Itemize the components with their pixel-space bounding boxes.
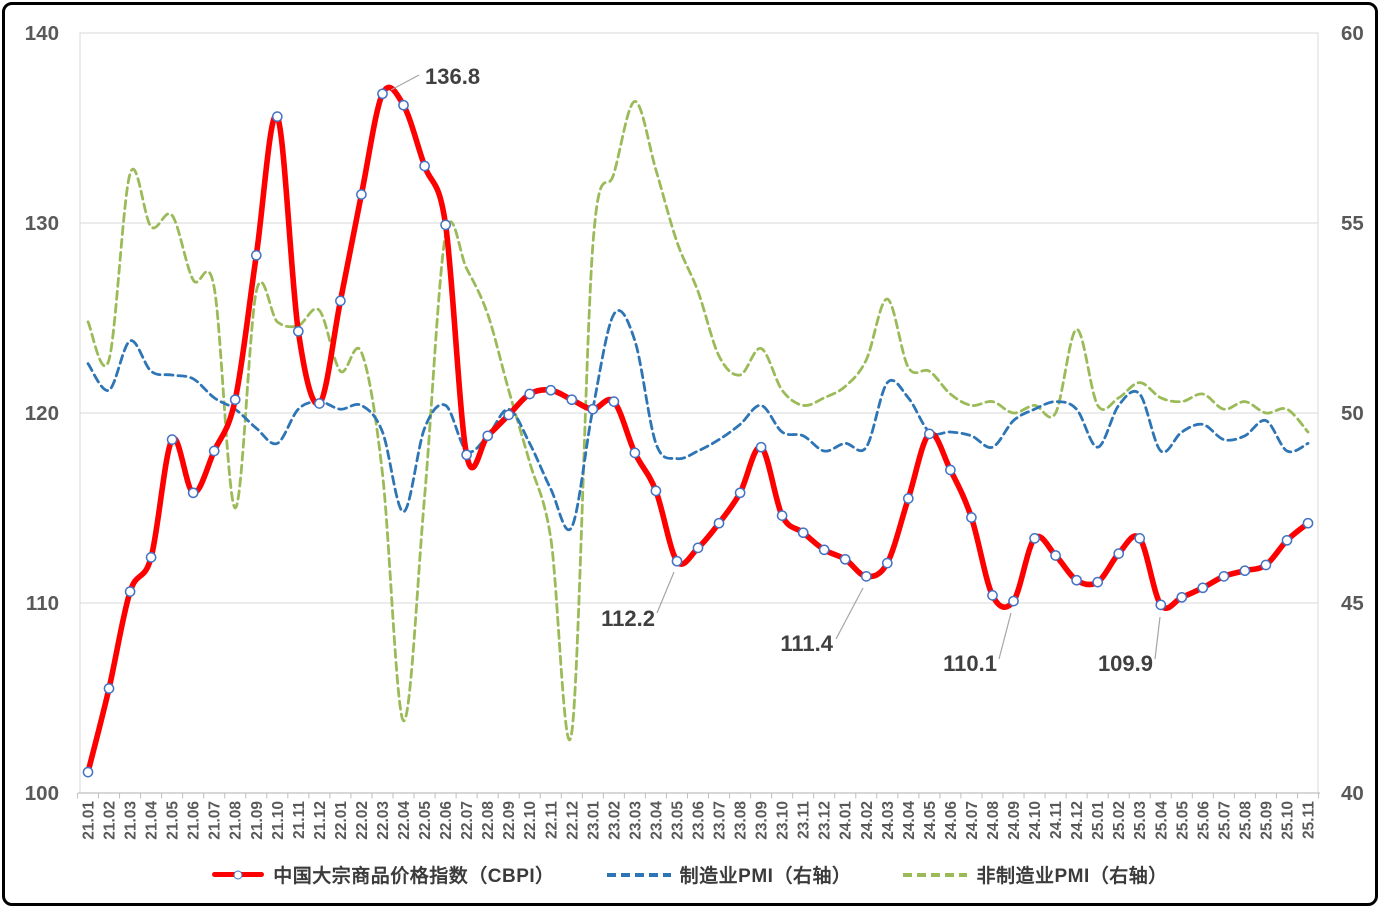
svg-text:21.08: 21.08 — [228, 801, 245, 840]
svg-text:25.06: 25.06 — [1195, 801, 1212, 840]
cbpi-point-markers — [82, 88, 1314, 778]
nonmfg-pmi-line-sample-icon — [903, 872, 968, 877]
series-mfg-pmi-line — [86, 309, 1310, 532]
svg-text:24.04: 24.04 — [901, 801, 918, 840]
svg-text:24.01: 24.01 — [838, 801, 855, 840]
svg-text:21.12: 21.12 — [312, 801, 329, 840]
legend-item-cbpi: 中国大宗商品价格指数（CBPI） — [212, 861, 554, 888]
svg-text:110: 110 — [26, 592, 59, 615]
svg-text:23.02: 23.02 — [606, 801, 623, 840]
svg-text:100: 100 — [25, 782, 59, 805]
svg-text:21.03: 21.03 — [123, 801, 140, 840]
series-nonmfg-pmi-line — [86, 100, 1310, 742]
svg-text:21.05: 21.05 — [165, 801, 182, 840]
svg-text:21.09: 21.09 — [249, 801, 266, 840]
svg-text:140: 140 — [25, 22, 59, 45]
annotation-110.1: 110.1 — [943, 651, 997, 676]
svg-text:23.06: 23.06 — [691, 801, 708, 840]
svg-text:24.06: 24.06 — [943, 801, 960, 840]
svg-text:21.01: 21.01 — [81, 801, 98, 840]
legend-label-cbpi: 中国大宗商品价格指数（CBPI） — [273, 866, 555, 887]
svg-text:45: 45 — [1341, 592, 1364, 615]
svg-text:23.03: 23.03 — [627, 801, 644, 840]
svg-text:24.02: 24.02 — [859, 801, 876, 840]
svg-text:24.10: 24.10 — [1027, 801, 1044, 840]
y-axis-right-labels: 60 55 50 45 40 — [1341, 22, 1364, 805]
mfg-pmi-line-sample-icon — [606, 872, 671, 877]
legend-item-nonmfg-pmi: 非制造业PMI（右轴） — [903, 861, 1167, 888]
svg-text:25.03: 25.03 — [1132, 801, 1149, 840]
svg-text:24.03: 24.03 — [880, 801, 897, 840]
annotation-111.4: 111.4 — [780, 631, 833, 656]
svg-text:22.02: 22.02 — [354, 801, 371, 840]
svg-text:22.01: 22.01 — [333, 801, 350, 840]
svg-text:25.10: 25.10 — [1280, 801, 1297, 840]
annotations: 136.8 112.2 111.4 110.1 109.9 — [390, 64, 1161, 676]
svg-text:23.01: 23.01 — [585, 801, 602, 840]
svg-text:22.06: 22.06 — [438, 801, 455, 840]
svg-text:21.02: 21.02 — [102, 801, 119, 840]
svg-text:23.08: 23.08 — [733, 801, 750, 840]
svg-text:25.09: 25.09 — [1258, 801, 1275, 840]
svg-text:24.05: 24.05 — [922, 801, 939, 840]
svg-text:24.08: 24.08 — [985, 801, 1002, 840]
svg-text:130: 130 — [25, 212, 59, 235]
svg-text:22.03: 22.03 — [375, 801, 392, 840]
svg-text:22.12: 22.12 — [564, 801, 581, 840]
svg-text:25.11: 25.11 — [1301, 801, 1318, 839]
svg-text:23.05: 23.05 — [670, 801, 687, 840]
svg-text:22.08: 22.08 — [480, 801, 497, 840]
annotation-136.8: 136.8 — [425, 64, 480, 89]
svg-text:21.07: 21.07 — [207, 801, 224, 840]
x-axis-labels: 21.01 21.02 21.03 21.04 21.05 21.06 21.07 21.08… — [81, 801, 1318, 840]
y-axis-left-labels: 140 130 120 110 100 — [25, 22, 59, 805]
svg-text:120: 120 — [25, 402, 59, 425]
svg-text:22.09: 22.09 — [501, 801, 518, 840]
series-cbpi-line — [82, 84, 1314, 778]
cbpi-line-sample-icon — [212, 870, 265, 879]
gridlines — [79, 32, 1319, 794]
annotation-112.2: 112.2 — [601, 606, 655, 631]
svg-text:60: 60 — [1341, 22, 1364, 45]
svg-text:25.04: 25.04 — [1153, 801, 1170, 840]
legend: 中国大宗商品价格指数（CBPI） 制造业PMI（右轴） 非制造业PMI（右轴） — [5, 861, 1375, 888]
svg-text:25.01: 25.01 — [1090, 801, 1107, 840]
svg-text:55: 55 — [1341, 212, 1364, 235]
svg-text:24.12: 24.12 — [1069, 801, 1086, 840]
svg-text:25.02: 25.02 — [1111, 801, 1128, 840]
svg-text:22.10: 22.10 — [522, 801, 539, 840]
svg-text:22.04: 22.04 — [396, 801, 413, 840]
svg-text:25.08: 25.08 — [1237, 801, 1254, 840]
annotation-109.9: 109.9 — [1098, 651, 1153, 676]
svg-text:22.05: 22.05 — [417, 801, 434, 840]
svg-text:22.11: 22.11 — [543, 801, 560, 839]
svg-text:23.10: 23.10 — [775, 801, 792, 840]
svg-text:21.06: 21.06 — [186, 801, 203, 840]
legend-label-nonmfg-pmi: 非制造业PMI（右轴） — [976, 866, 1168, 887]
cbpi-pmi-line-chart: 136.8 112.2 111.4 110.1 109.9 140 130 120 110 100… — [25, 22, 1364, 840]
svg-text:23.12: 23.12 — [817, 801, 834, 840]
svg-text:21.04: 21.04 — [144, 801, 161, 840]
svg-text:24.11: 24.11 — [1048, 801, 1065, 839]
svg-text:25.07: 25.07 — [1216, 801, 1233, 840]
svg-text:24.09: 24.09 — [1006, 801, 1023, 840]
legend-label-mfg-pmi: 制造业PMI（右轴） — [679, 866, 852, 887]
svg-text:23.09: 23.09 — [754, 801, 771, 840]
svg-text:21.11: 21.11 — [291, 801, 308, 839]
svg-text:40: 40 — [1341, 782, 1364, 805]
svg-text:23.04: 23.04 — [648, 801, 665, 840]
x-axis — [76, 792, 1320, 799]
svg-text:50: 50 — [1341, 402, 1364, 425]
legend-item-mfg-pmi: 制造业PMI（右轴） — [606, 861, 852, 888]
cbpi-marker-icon — [233, 870, 243, 879]
svg-text:24.07: 24.07 — [964, 801, 981, 840]
svg-text:25.05: 25.05 — [1174, 801, 1191, 840]
svg-text:22.07: 22.07 — [459, 801, 476, 840]
svg-text:21.10: 21.10 — [270, 801, 287, 840]
svg-text:23.11: 23.11 — [796, 801, 813, 839]
svg-text:23.07: 23.07 — [712, 801, 729, 840]
